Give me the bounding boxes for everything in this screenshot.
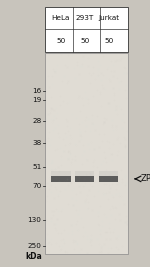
Bar [51, 176, 70, 182]
Text: 50: 50 [104, 38, 113, 44]
Text: Jurkat: Jurkat [98, 15, 119, 21]
Bar [75, 176, 94, 182]
Bar [99, 176, 118, 182]
Text: 50: 50 [56, 38, 65, 44]
Text: 70: 70 [32, 183, 41, 189]
Text: 293T: 293T [76, 15, 94, 21]
Text: 51: 51 [32, 164, 41, 170]
Text: 16: 16 [32, 88, 41, 94]
Text: 130: 130 [27, 217, 41, 223]
Bar [45, 7, 128, 52]
Text: kDa: kDa [25, 252, 42, 261]
Bar [51, 171, 70, 176]
Text: ZPR9: ZPR9 [140, 174, 150, 183]
Text: HeLa: HeLa [52, 15, 70, 21]
Bar [45, 53, 128, 254]
Text: 250: 250 [27, 243, 41, 249]
Text: 50: 50 [80, 38, 89, 44]
Bar [75, 171, 94, 176]
Text: 28: 28 [32, 119, 41, 124]
Text: 19: 19 [32, 97, 41, 103]
Text: 38: 38 [32, 140, 41, 146]
Bar [99, 171, 118, 176]
